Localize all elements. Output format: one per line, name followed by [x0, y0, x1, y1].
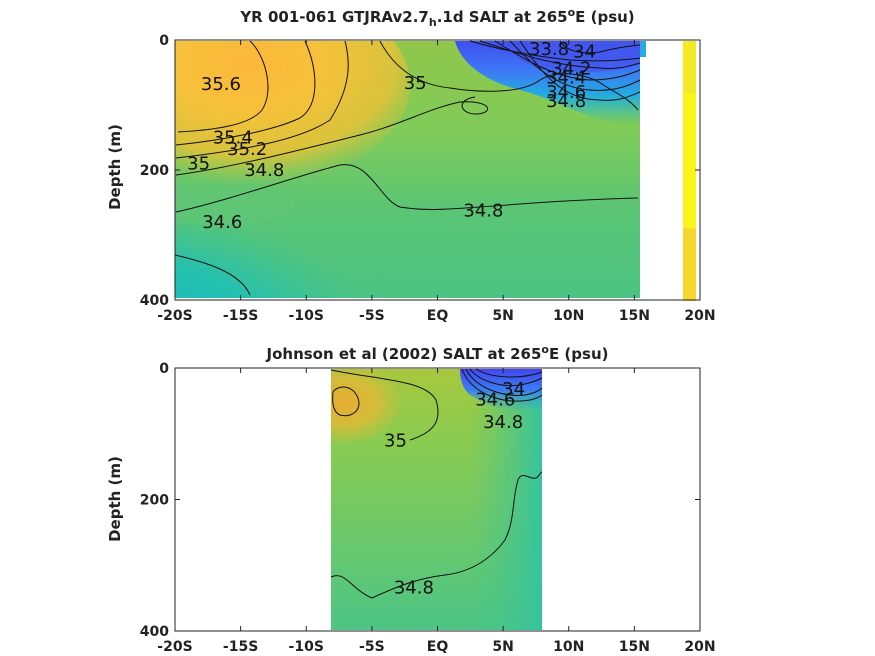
x-tick-label: -10S — [289, 639, 324, 655]
contour-label: 35 — [384, 430, 407, 451]
contour-label: 35 — [404, 73, 427, 94]
contour-label: 34.8 — [546, 91, 586, 112]
y-tick-label: 400 — [140, 624, 169, 640]
x-tick-label: 20N — [684, 308, 715, 324]
contour-label: 35 — [187, 154, 210, 175]
contour-label: 35.2 — [227, 139, 267, 160]
x-tick-label: -5S — [359, 639, 385, 655]
colorbar-segment — [683, 41, 696, 93]
x-tick-label: EQ — [427, 308, 449, 324]
x-tick-label: EQ — [427, 639, 449, 655]
panel-top: -20S -15S -10S -5S EQ 5N 10N 15N 20N 0 200 400 35.6… — [140, 33, 716, 324]
x-tick-label: -10S — [289, 308, 324, 324]
chart-title-bottom: Johnson et al (2002) SALT at 265oE (psu) — [266, 343, 609, 363]
contour-label: 34.2 — [551, 59, 591, 80]
salinity-field-bottom — [331, 369, 542, 630]
x-tick-label: 15N — [619, 639, 650, 655]
salinity-field-top — [175, 41, 640, 298]
contours-top — [174, 40, 641, 296]
contour-label: 34.8 — [463, 200, 503, 221]
chart-title-top: YR 001-061 GTJRAv2.7h.1d SALT at 265oE (… — [240, 6, 635, 29]
surface-edge-strip — [640, 41, 646, 57]
x-tick-label: 10N — [553, 308, 584, 324]
colorbar-segment — [683, 93, 696, 229]
contour-label: 34.6 — [202, 212, 242, 233]
y-tick-label: 0 — [159, 33, 169, 49]
y-tick-label: 0 — [159, 361, 169, 377]
contour-label: 34 — [573, 42, 596, 63]
contour-label: 33.8 — [529, 39, 569, 60]
contour-label: 34.8 — [483, 412, 523, 433]
ticks-bottom: -20S -15S -10S -5S EQ 5N 10N 15N 20N 0 200 400 — [140, 361, 716, 655]
x-tick-label: -15S — [223, 639, 258, 655]
contour-label: 34.4 — [546, 68, 586, 89]
contour-label: 34 — [502, 379, 525, 400]
contour-label: 35.6 — [201, 74, 241, 95]
x-tick-label: 15N — [619, 308, 650, 324]
contour-label: 34.6 — [475, 390, 515, 411]
x-tick-label: 20N — [684, 639, 715, 655]
contours-bottom — [330, 368, 543, 599]
x-tick-label: -5S — [359, 308, 385, 324]
contour-label: 34.8 — [394, 578, 434, 599]
x-tick-label: -20S — [157, 639, 192, 655]
x-tick-label: -20S — [157, 308, 192, 324]
x-tick-label: 5N — [492, 639, 513, 655]
x-tick-label: -15S — [223, 308, 258, 324]
no-data-region-top — [646, 41, 682, 299]
contour-label: 34.8 — [244, 160, 284, 181]
x-tick-label: 5N — [492, 308, 513, 324]
y-tick-label: 200 — [140, 163, 169, 179]
colorbar-segment — [683, 228, 696, 301]
y-tick-label: 200 — [140, 493, 169, 509]
y-tick-label: 400 — [140, 293, 169, 309]
contour-label: 35.4 — [213, 128, 253, 149]
contour-label: 34.6 — [546, 82, 586, 103]
colorbar-strip-top — [683, 41, 696, 301]
x-tick-label: 10N — [553, 639, 584, 655]
ticks-top: -20S -15S -10S -5S EQ 5N 10N 15N 20N 0 200 400 — [140, 33, 716, 324]
